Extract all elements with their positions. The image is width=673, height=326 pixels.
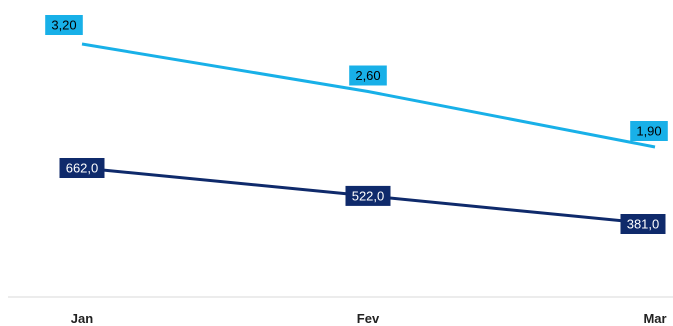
data-label-top-mar: 1,90 xyxy=(630,121,668,141)
data-label-box xyxy=(620,214,666,234)
data-label-text: 2,60 xyxy=(355,68,380,83)
data-label-box xyxy=(59,158,105,178)
data-label-box xyxy=(45,15,83,35)
data-label-text: 3,20 xyxy=(51,18,76,33)
x-tick-layer: Jan Fev Mar xyxy=(71,311,667,326)
data-label-layer: 3,20 2,60 1,90 662,0 522,0 381,0 xyxy=(45,15,668,234)
data-label-top-jan: 3,20 xyxy=(45,15,83,35)
x-tick-label-jan: Jan xyxy=(71,311,93,326)
data-label-bottom-fev: 522,0 xyxy=(345,185,391,206)
data-label-bottom-mar: 381,0 xyxy=(620,214,666,234)
data-label-text: 381,0 xyxy=(627,217,660,232)
data-label-text: 522,0 xyxy=(352,188,385,203)
data-label-text: 1,90 xyxy=(636,124,661,139)
data-label-box xyxy=(630,121,668,141)
x-tick-label-fev: Fev xyxy=(357,311,380,326)
data-label-text: 662,0 xyxy=(66,161,99,176)
data-label-bottom-jan: 662,0 xyxy=(59,158,105,178)
series-line-top xyxy=(81,42,656,149)
data-label-box xyxy=(345,185,391,206)
data-label-box xyxy=(349,65,387,86)
data-label-top-fev: 2,60 xyxy=(349,65,387,86)
x-tick-label-mar: Mar xyxy=(643,311,666,326)
